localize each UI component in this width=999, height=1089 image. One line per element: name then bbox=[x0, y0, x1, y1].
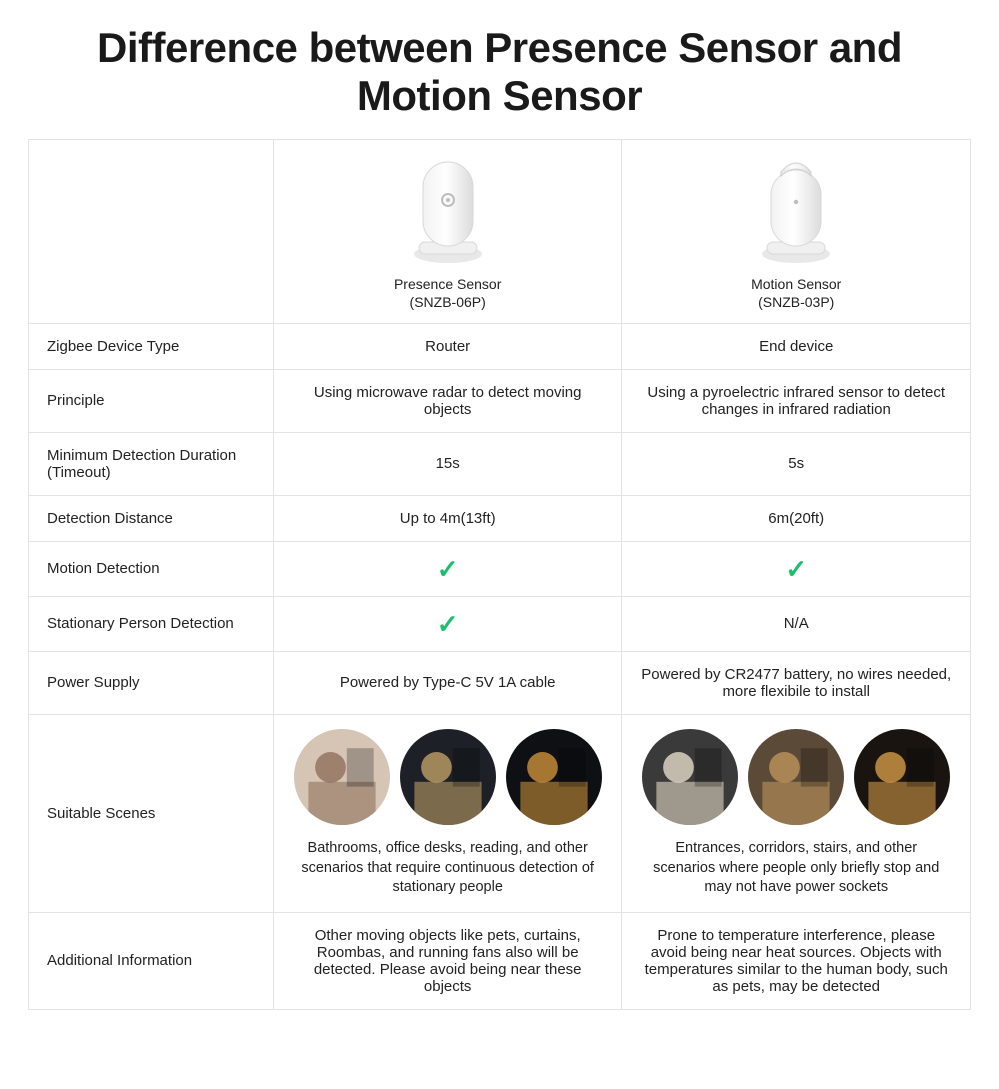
motion-scenes: Entrances, corridors, stairs, and other … bbox=[622, 714, 971, 912]
row-zigbee: Zigbee Device Type Router End device bbox=[29, 323, 971, 369]
label-principle: Principle bbox=[29, 369, 274, 432]
motion-model: (SNZB-03P) bbox=[758, 294, 834, 310]
presence-scenes-desc: Bathrooms, office desks, reading, and ot… bbox=[298, 839, 598, 898]
motion-min-detect: 5s bbox=[622, 432, 971, 495]
label-stationary: Stationary Person Detection bbox=[29, 596, 274, 651]
presence-header: Presence Sensor (SNZB-06P) bbox=[273, 139, 622, 323]
presence-name: Presence Sensor bbox=[394, 276, 501, 292]
check-icon: ✓ bbox=[437, 556, 459, 582]
presence-model: (SNZB-06P) bbox=[410, 294, 486, 310]
check-icon: ✓ bbox=[437, 611, 459, 637]
check-icon: ✓ bbox=[785, 556, 807, 582]
bathroom-scene-icon bbox=[294, 729, 390, 825]
comparison-infographic: Difference between Presence Sensor and M… bbox=[0, 0, 999, 1050]
presence-distance: Up to 4m(13ft) bbox=[273, 495, 622, 541]
header-empty bbox=[29, 139, 274, 323]
row-power: Power Supply Powered by Type-C 5V 1A cab… bbox=[29, 651, 971, 714]
motion-header: Motion Sensor (SNZB-03P) bbox=[622, 139, 971, 323]
label-scenes: Suitable Scenes bbox=[29, 714, 274, 912]
presence-power: Powered by Type-C 5V 1A cable bbox=[273, 651, 622, 714]
row-additional: Additional Information Other moving obje… bbox=[29, 912, 971, 1009]
motion-zigbee: End device bbox=[622, 323, 971, 369]
presence-scenes: Bathrooms, office desks, reading, and ot… bbox=[273, 714, 622, 912]
label-additional: Additional Information bbox=[29, 912, 274, 1009]
entrance-scene-icon bbox=[642, 729, 738, 825]
desk-scene-icon bbox=[400, 729, 496, 825]
presence-zigbee: Router bbox=[273, 323, 622, 369]
motion-power: Powered by CR2477 battery, no wires need… bbox=[622, 651, 971, 714]
motion-principle: Using a pyroelectric infrared sensor to … bbox=[622, 369, 971, 432]
motion-scenes-desc: Entrances, corridors, stairs, and other … bbox=[646, 839, 946, 898]
label-motion-detect: Motion Detection bbox=[29, 541, 274, 596]
row-motion-detect: Motion Detection ✓ ✓ bbox=[29, 541, 971, 596]
motion-stationary: N/A bbox=[622, 596, 971, 651]
motion-distance: 6m(20ft) bbox=[622, 495, 971, 541]
label-min-detect: Minimum Detection Duration (Timeout) bbox=[29, 432, 274, 495]
label-power: Power Supply bbox=[29, 651, 274, 714]
presence-stationary: ✓ bbox=[273, 596, 622, 651]
presence-principle: Using microwave radar to detect moving o… bbox=[273, 369, 622, 432]
motion-additional: Prone to temperature interference, pleas… bbox=[622, 912, 971, 1009]
row-scenes: Suitable Scenes Bathrooms, office desks,… bbox=[29, 714, 971, 912]
presence-min-detect: 15s bbox=[273, 432, 622, 495]
page-title: Difference between Presence Sensor and M… bbox=[28, 24, 971, 121]
row-min-detect: Minimum Detection Duration (Timeout) 15s… bbox=[29, 432, 971, 495]
presence-sensor-icon bbox=[393, 152, 503, 267]
motion-name: Motion Sensor bbox=[751, 276, 841, 292]
stairs-scene-icon bbox=[854, 729, 950, 825]
corridor-scene-icon bbox=[748, 729, 844, 825]
comparison-table: Presence Sensor (SNZB-06P) bbox=[28, 139, 971, 1010]
row-stationary: Stationary Person Detection ✓ N/A bbox=[29, 596, 971, 651]
presence-additional: Other moving objects like pets, curtains… bbox=[273, 912, 622, 1009]
label-zigbee: Zigbee Device Type bbox=[29, 323, 274, 369]
row-distance: Detection Distance Up to 4m(13ft) 6m(20f… bbox=[29, 495, 971, 541]
motion-sensor-icon bbox=[741, 152, 851, 267]
label-distance: Detection Distance bbox=[29, 495, 274, 541]
presence-motion-detect: ✓ bbox=[273, 541, 622, 596]
reading-scene-icon bbox=[506, 729, 602, 825]
header-row: Presence Sensor (SNZB-06P) bbox=[29, 139, 971, 323]
motion-motion-detect: ✓ bbox=[622, 541, 971, 596]
row-principle: Principle Using microwave radar to detec… bbox=[29, 369, 971, 432]
